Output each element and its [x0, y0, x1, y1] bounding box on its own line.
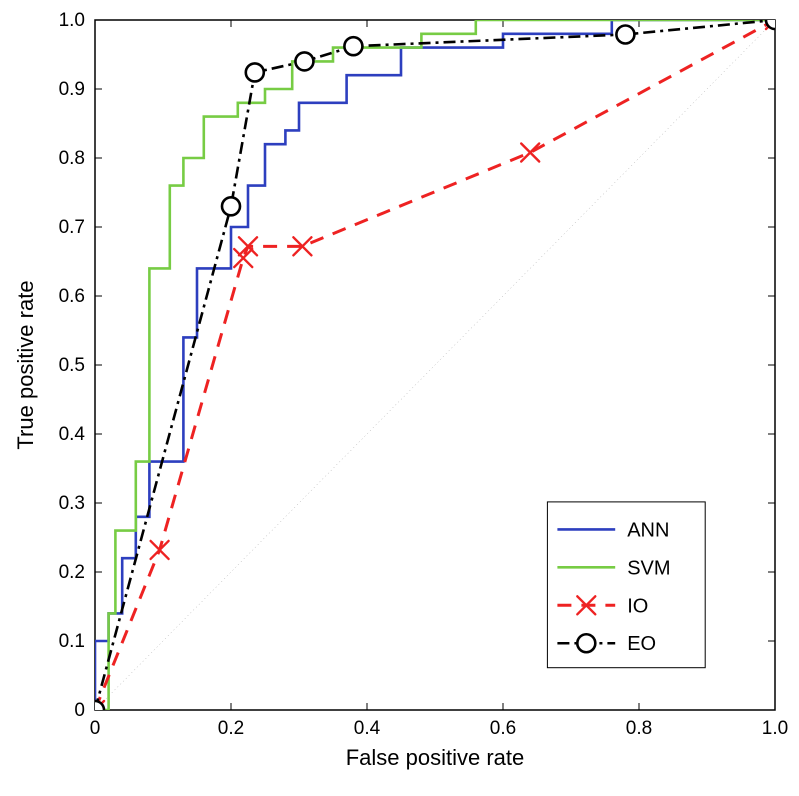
x-tick-label: 0.8	[626, 718, 652, 739]
legend-label-eo: EO	[627, 633, 656, 655]
x-tick-label: 0	[90, 718, 101, 739]
y-tick-label: 0.6	[59, 286, 85, 307]
y-axis-label: True positive rate	[13, 280, 38, 449]
y-tick-label: 0.3	[59, 493, 85, 514]
roc-chart: 0 0.2 0.4 0.6 0.8 1.0 0 0.1 0.2 0.3 0.4 0.5 0.6 0.7 0.…	[0, 0, 799, 796]
y-tick-label: 0.9	[59, 79, 85, 100]
y-tick-label: 0.4	[59, 424, 86, 445]
y-tick-label: 0.1	[59, 631, 85, 652]
y-tick-label: 0	[74, 700, 85, 721]
x-axis-label: False positive rate	[346, 745, 525, 770]
y-tick-label: 0.5	[59, 355, 85, 376]
y-tick-label: 1.0	[59, 10, 85, 31]
y-tick-label: 0.2	[59, 562, 85, 583]
legend-label-io: IO	[627, 595, 648, 617]
x-tick-label: 0.4	[354, 718, 381, 739]
y-tick-label: 0.8	[59, 148, 85, 169]
y-tick-label: 0.7	[59, 217, 85, 238]
legend: ANN SVM IO EO	[547, 502, 705, 668]
x-tick-label: 1.0	[762, 718, 788, 739]
legend-label-svm: SVM	[627, 557, 670, 579]
x-tick-label: 0.2	[218, 718, 244, 739]
legend-label-ann: ANN	[627, 519, 669, 541]
x-tick-label: 0.6	[490, 718, 516, 739]
